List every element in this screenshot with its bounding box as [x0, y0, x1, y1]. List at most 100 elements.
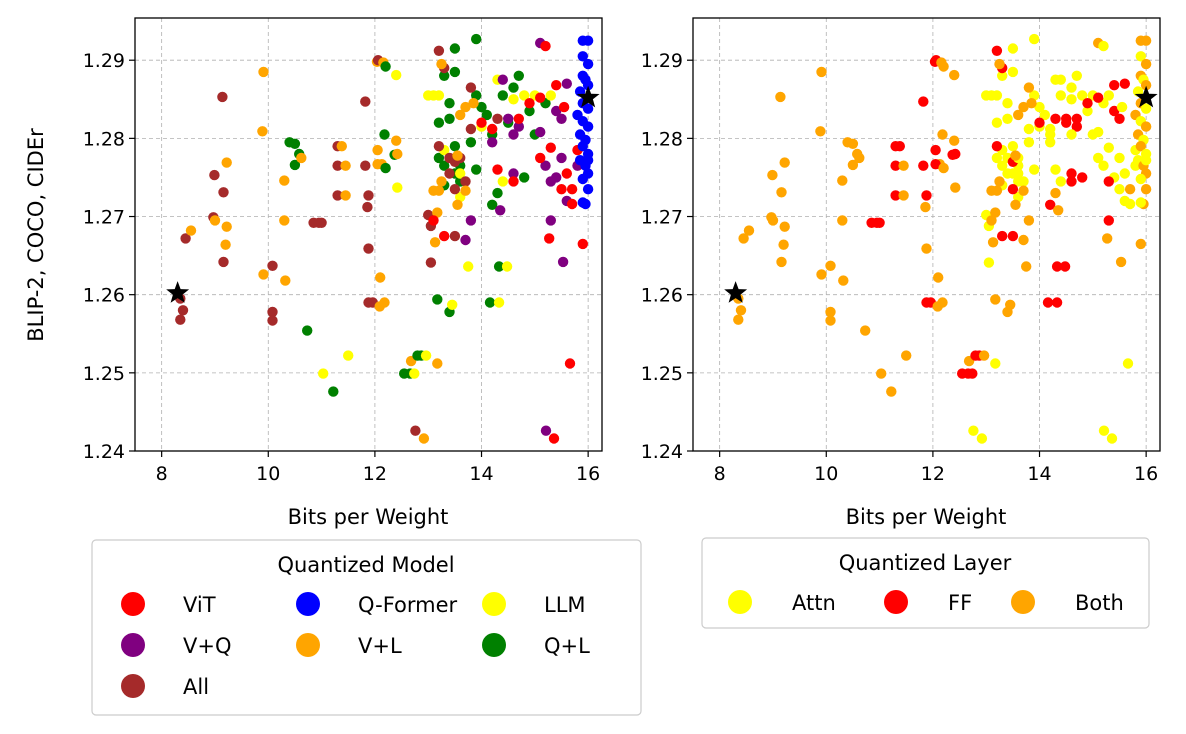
data-point	[432, 358, 443, 369]
data-point	[545, 215, 556, 226]
data-point	[898, 190, 909, 201]
data-point	[380, 162, 391, 174]
data-point	[425, 257, 437, 268]
data-point	[428, 215, 439, 226]
data-point	[267, 260, 278, 271]
data-point	[492, 187, 503, 199]
data-point	[481, 109, 492, 121]
data-point	[487, 123, 498, 135]
y-tick-label: 1.25	[83, 363, 125, 385]
data-point	[1140, 155, 1152, 166]
data-point	[990, 358, 1001, 369]
x-tick-label: 10	[814, 463, 838, 485]
data-point	[484, 297, 496, 308]
data-point	[874, 217, 885, 228]
data-point	[1020, 261, 1032, 272]
data-point	[1098, 160, 1109, 171]
data-point	[1018, 176, 1029, 187]
data-point	[493, 297, 505, 308]
data-point	[938, 162, 949, 174]
data-point	[1050, 187, 1061, 199]
data-point	[316, 217, 327, 228]
data-point	[551, 105, 562, 117]
data-point	[1114, 184, 1125, 195]
y-tick-label: 1.29	[641, 50, 683, 72]
data-point	[991, 152, 1003, 164]
data-point	[360, 96, 371, 107]
data-point	[432, 207, 443, 218]
data-point	[1055, 176, 1067, 187]
data-point	[392, 148, 403, 160]
data-point	[332, 190, 343, 201]
data-point	[582, 103, 594, 114]
data-point	[332, 160, 343, 171]
data-point	[566, 198, 578, 210]
data-point	[487, 199, 498, 210]
data-point	[497, 176, 508, 187]
data-point	[380, 61, 391, 72]
data-point	[508, 129, 519, 140]
data-point	[1039, 109, 1051, 121]
data-point	[302, 325, 313, 336]
x-tick-label: 14	[1027, 463, 1051, 485]
data-point	[1140, 35, 1152, 46]
data-point	[436, 176, 447, 187]
data-point	[220, 239, 231, 250]
data-point	[257, 126, 268, 137]
data-point	[519, 90, 530, 101]
data-point	[465, 123, 477, 135]
data-point	[938, 61, 949, 72]
data-point	[1109, 80, 1120, 91]
data-point	[1103, 215, 1115, 226]
data-point	[1051, 297, 1063, 308]
data-point	[1093, 92, 1104, 103]
data-point	[994, 58, 1005, 70]
data-point	[289, 138, 301, 149]
data-point	[894, 141, 905, 152]
data-point	[1066, 129, 1077, 140]
data-point	[767, 215, 779, 226]
data-point	[460, 234, 471, 246]
data-point	[449, 184, 461, 195]
data-point	[1010, 199, 1021, 210]
data-point	[1002, 98, 1013, 109]
data-point	[519, 172, 530, 183]
data-point	[1007, 66, 1019, 78]
data-point	[1124, 198, 1136, 210]
data-point	[279, 215, 290, 226]
legend-marker	[1011, 590, 1035, 614]
data-point	[439, 70, 450, 82]
data-point	[471, 90, 482, 101]
data-point	[508, 82, 519, 93]
data-point	[465, 215, 477, 226]
data-point	[1007, 141, 1019, 152]
x-axis-label-left: Bits per Weight	[288, 505, 449, 529]
data-point	[991, 117, 1003, 128]
data-point	[986, 90, 997, 101]
data-point	[1135, 51, 1147, 62]
legend-label: All	[183, 675, 209, 699]
data-point	[1098, 40, 1109, 52]
data-point	[544, 233, 555, 244]
data-point	[990, 207, 1001, 218]
data-point	[1034, 101, 1045, 113]
data-point	[492, 164, 503, 175]
data-point	[847, 138, 859, 149]
data-point	[463, 261, 474, 272]
legend-marker	[296, 633, 320, 657]
data-point	[577, 197, 588, 208]
data-point	[428, 90, 439, 101]
data-point	[476, 117, 487, 128]
data-point	[556, 113, 567, 125]
data-point	[997, 70, 1008, 82]
data-point	[991, 185, 1003, 196]
data-point	[540, 40, 551, 52]
data-point	[582, 121, 594, 132]
data-point	[175, 314, 186, 325]
data-point	[566, 184, 578, 195]
data-point	[468, 98, 479, 109]
data-point	[460, 176, 471, 187]
data-point	[776, 187, 787, 198]
data-point	[452, 150, 463, 161]
data-point	[1055, 90, 1067, 101]
